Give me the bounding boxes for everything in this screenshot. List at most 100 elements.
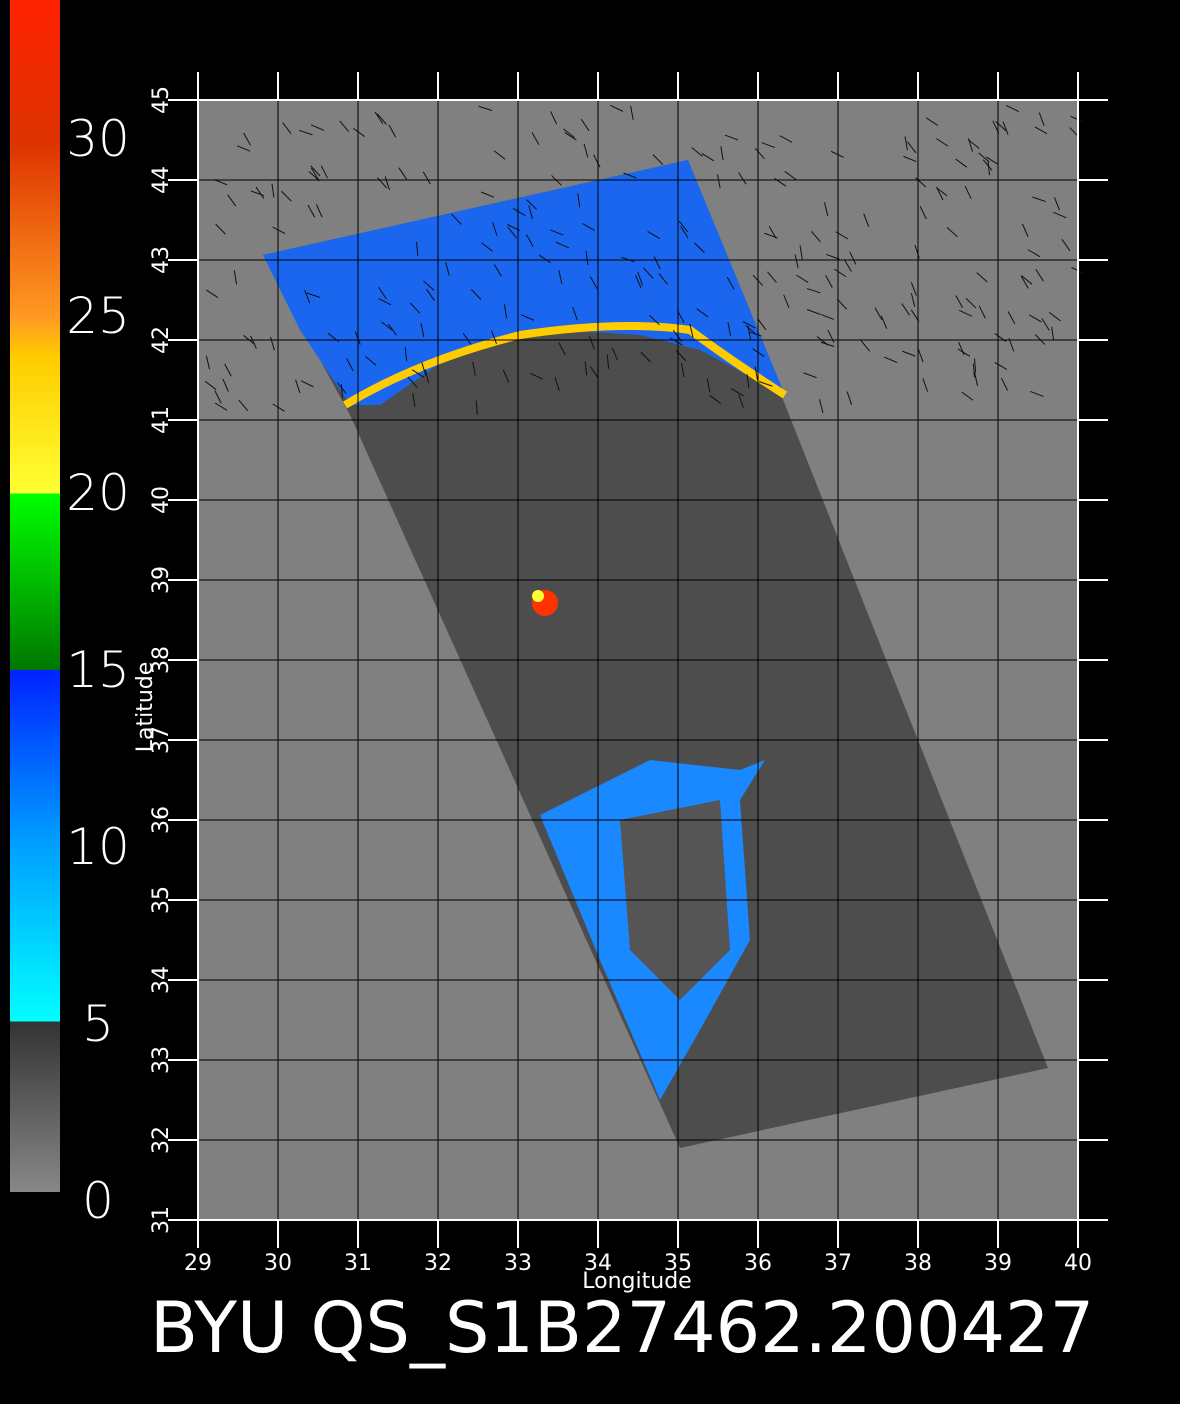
wind-barb [826, 253, 840, 260]
wind-barb [982, 159, 993, 171]
x-tick-label: 32 [424, 1251, 452, 1276]
wind-barb [678, 220, 689, 233]
colorbar-label: 30 [66, 110, 130, 168]
wind-barb [1041, 318, 1050, 331]
wind-barb [727, 322, 732, 337]
wind-barb [233, 270, 238, 285]
wind-barb [493, 264, 502, 277]
wind-barb [387, 323, 397, 336]
wind-barb [299, 129, 313, 136]
wind-barb [589, 276, 598, 289]
wind-barb [340, 384, 343, 399]
wind-barb [957, 348, 971, 357]
wind-barb [630, 105, 634, 120]
wind-barb [478, 105, 493, 111]
x-tick-label: 34 [584, 1251, 612, 1276]
y-tick-label: 33 [149, 1046, 174, 1074]
wind-barb [590, 366, 599, 379]
wind-barb [445, 261, 450, 276]
wind-barb [512, 207, 526, 217]
wind-barb [582, 223, 595, 231]
wind-barb [701, 153, 715, 162]
wind-barb [818, 399, 824, 413]
wind-barb [901, 303, 910, 316]
wind-barb [422, 171, 431, 185]
wind-barb [726, 276, 735, 290]
wind-barb [420, 323, 425, 338]
wind-barb [738, 394, 744, 408]
wind-barb [863, 213, 870, 227]
y-tick-label: 36 [149, 806, 174, 834]
wind-barb [558, 342, 566, 356]
wind-barb [572, 306, 578, 321]
wind-barb [588, 335, 595, 350]
wind-barb [974, 372, 978, 386]
wind-barb [820, 313, 835, 320]
wind-barb [384, 176, 390, 190]
wind-region [263, 160, 785, 405]
wind-barb [563, 128, 575, 138]
wind-barb [315, 204, 323, 218]
map-frame [197, 99, 1079, 1221]
wind-barb [652, 154, 664, 165]
colorbar-label: 15 [66, 641, 130, 699]
wind-barb [525, 234, 534, 248]
wind-barb [974, 358, 977, 373]
wind-barb [1028, 314, 1042, 323]
wind-barb [526, 199, 537, 210]
wind-barb [978, 305, 986, 319]
wind-barb [994, 362, 1008, 370]
x-tick-label: 31 [344, 1251, 372, 1276]
wind-barb [481, 242, 493, 252]
x-tick-label: 38 [904, 1251, 932, 1276]
wind-barb [304, 289, 311, 304]
wind-barb [480, 191, 495, 198]
wind-barb [214, 402, 228, 411]
wind-barb [426, 288, 435, 301]
wind-barb [307, 204, 316, 218]
wind-barb [470, 289, 482, 300]
wind-barb [745, 325, 757, 335]
wind-barb [377, 113, 387, 125]
wind-barb [796, 274, 809, 283]
wind-barb [961, 391, 974, 401]
wind-barb [1061, 239, 1071, 252]
wind-barb [724, 134, 739, 141]
wind-barb [884, 356, 898, 364]
colorbar [10, 0, 60, 1192]
wind-barb [910, 293, 916, 307]
wind-barb [1007, 311, 1016, 325]
wind-barb [1030, 390, 1044, 397]
wind-barb [507, 226, 517, 239]
wind-barb [282, 122, 292, 134]
wind-barb [803, 372, 817, 379]
y-tick-label: 38 [149, 646, 174, 674]
wind-barb [637, 272, 643, 286]
wind-barb [306, 292, 321, 298]
wind-barb [237, 145, 251, 152]
wind-barb [972, 363, 975, 378]
wind-barb [584, 361, 588, 376]
wind-barb [215, 223, 226, 235]
y-tick-label: 41 [149, 406, 174, 434]
wind-barb [1035, 269, 1044, 282]
wind-barb [846, 391, 853, 405]
wind-barb [757, 318, 767, 331]
y-axis-label: Latitude [133, 662, 158, 753]
wind-barb [281, 190, 292, 202]
wind-barb [378, 287, 387, 300]
wind-barb [658, 273, 668, 285]
wind-barb [421, 362, 427, 376]
wind-barb [353, 128, 365, 138]
x-tick-label: 35 [664, 1251, 692, 1276]
wind-barb [747, 325, 752, 340]
y-tick-label: 43 [149, 246, 174, 274]
wind-barb [585, 251, 589, 266]
wind-barb [914, 244, 920, 259]
wind-barb [860, 340, 871, 352]
wind-barb [946, 227, 958, 238]
wind-barb [976, 272, 988, 283]
colorbar-label: 0 [82, 1172, 114, 1230]
wind-barb [416, 241, 419, 256]
wind-barb [611, 347, 618, 361]
